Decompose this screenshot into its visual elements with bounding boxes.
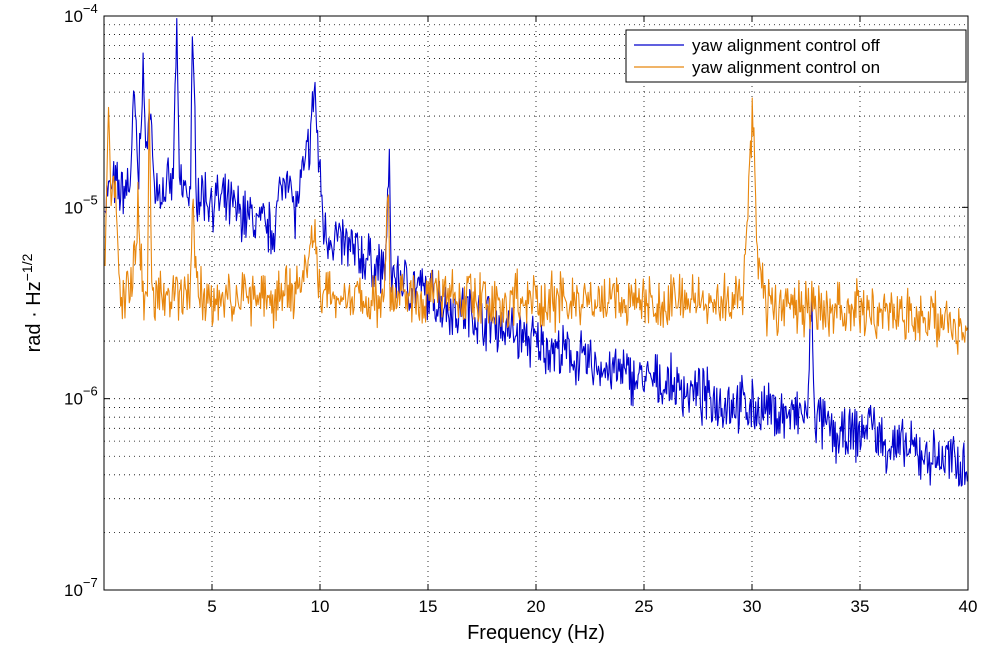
y-axis-label-exponent: −1/2 — [19, 253, 35, 281]
legend: yaw alignment control off yaw alignment … — [625, 29, 967, 83]
x-tick-label: 35 — [851, 597, 870, 616]
y-tick-label: 10−7 — [64, 575, 98, 600]
x-tick-label: 30 — [743, 597, 762, 616]
x-tick-label: 5 — [207, 597, 216, 616]
series-layer — [104, 17, 968, 487]
x-axis-label: Frequency (Hz) — [467, 622, 605, 644]
y-tick-label: 10−5 — [64, 192, 98, 217]
axis-ticks: 5 10 15 20 25 30 35 40 10−7 10−6 10−5 10−4 — [64, 1, 977, 616]
x-tick-label: 20 — [527, 597, 546, 616]
series-line-off — [104, 17, 968, 487]
legend-label-off: yaw alignment control off — [692, 36, 880, 55]
legend-label-on: yaw alignment control on — [692, 58, 880, 77]
legend-box — [625, 29, 967, 83]
y-axis-label-main: rad · Hz — [23, 281, 45, 352]
x-tick-label: 10 — [311, 597, 330, 616]
series-line-on — [104, 97, 968, 355]
y-tick-label: 10−6 — [64, 384, 98, 409]
x-tick-label: 40 — [959, 597, 978, 616]
y-tick-label: 10−4 — [64, 1, 98, 26]
y-axis-label: rad · Hz−1/2 — [19, 253, 45, 352]
x-tick-label: 25 — [635, 597, 654, 616]
x-tick-label: 15 — [419, 597, 438, 616]
